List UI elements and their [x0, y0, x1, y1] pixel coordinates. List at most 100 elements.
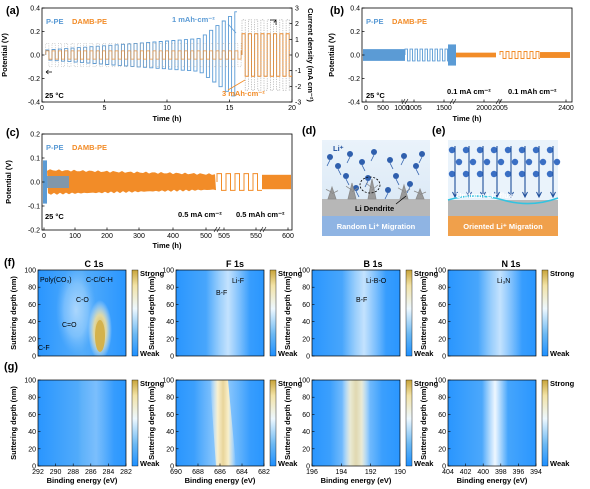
series-b-ppe-line — [404, 48, 448, 62]
lattice-node-1-1 — [469, 158, 477, 166]
heatmap-f-3: 0 20 40 60 80 100 Suttering depth (nm) Strong We… — [419, 268, 575, 361]
series-c-ppe-overlay — [47, 176, 69, 188]
heatmap-f-3-band — [478, 270, 522, 356]
heatmap-g-1-colorbar-weak: Weak — [278, 459, 298, 468]
heatmap-g-3-x-tick-label: 398 — [495, 469, 507, 476]
chart-c-x-tick-label: 0 — [42, 233, 46, 240]
chart-b-y-tick-label: 0.4 — [350, 6, 360, 13]
heatmap-g-0-y-tick-label: 100 — [24, 378, 36, 385]
lattice-node-2-1 — [462, 170, 470, 178]
chart-c-y-tick-label: 0.0 — [30, 180, 40, 187]
chart-b-annot-1: 0.1 mA cm⁻² — [447, 87, 491, 96]
heatmap-g-0-y-tick-label: 80 — [28, 395, 36, 402]
heatmap-f-0-colorbar-strong: Strong — [140, 269, 165, 278]
chart-c-series — [43, 160, 291, 233]
li-ion-9 — [343, 173, 349, 179]
chart-c-xlabel: Time (h) — [152, 241, 182, 250]
heatmap-g-1-colorbar-strong: Strong — [278, 379, 303, 388]
heatmap-g-0-y-tick-label: 40 — [28, 429, 36, 436]
heatmap-g-2-x-tick-label: 192 — [365, 469, 377, 476]
chart-a-legend-ppe: P-PE — [46, 17, 64, 26]
heatmap-f-3-y-tick-label: 60 — [438, 302, 446, 309]
heatmap-f-1-body — [176, 270, 264, 356]
chart-a-y2-tick-label: -3 — [295, 100, 301, 107]
panel-label-a: (a) — [6, 5, 20, 17]
chart-c-y-tick-label: 0.1 — [30, 156, 40, 163]
heatmap-g-0-y-tick-label: 60 — [28, 412, 36, 419]
axis-break-c-0 — [213, 226, 221, 233]
heatmap-g-1-ylabel: Suttering depth (nm) — [147, 386, 156, 460]
heatmap-g-0-band — [78, 380, 114, 466]
chart-a-y2-tick-label: -1 — [295, 68, 301, 75]
lattice-node-1-4 — [511, 158, 519, 166]
series-c-damb-end — [262, 174, 291, 190]
arrow-a-1mah — [227, 23, 237, 34]
chart-c-temp: 25 °C — [45, 212, 64, 221]
heatmap-g-0-colorbar-strong: Strong — [140, 379, 165, 388]
heatmap-f-1-y-tick-label: 60 — [166, 302, 174, 309]
schematic-e-caption: Oriented Li⁺ Migration — [463, 222, 543, 231]
chart-a-temp: 25 °C — [45, 91, 64, 100]
heatmap-g-0-body — [38, 380, 126, 466]
chart-c-legend-ppe: P-PE — [46, 143, 64, 152]
peak-c1s-ceo: C=O — [62, 322, 77, 329]
li-ion-tail-7 — [415, 168, 420, 176]
li-ion-tail-5 — [389, 162, 394, 170]
li-ion-12 — [407, 181, 413, 187]
chart-b-annot-2: 0.1 mAh cm⁻² — [508, 87, 557, 96]
heatmap-f-3-y-tick-label: 0 — [442, 354, 446, 361]
heatmap-f-3-colorbar — [541, 269, 549, 357]
li-ion-0 — [327, 154, 333, 160]
li-ion-tail-1 — [337, 168, 342, 176]
heatmap-f-0-y-tick-label: 20 — [28, 336, 36, 343]
heatmap-f-1-frame — [175, 269, 265, 357]
panel-label-g: (g) — [4, 361, 18, 373]
heatmap-g-0-x-tick-label: 292 — [32, 469, 44, 476]
series-a-current-trace — [241, 19, 292, 91]
heatmap-f-2-y-tick-label: 80 — [302, 285, 310, 292]
heatmap-g-2: 0 20 40 60 80 100 Suttering depth (nm) 196 194 19… — [283, 378, 439, 486]
chart-a-y2-tick-label: 0 — [295, 53, 299, 60]
arrow-a-right — [270, 19, 277, 25]
series-c-damb-line — [216, 173, 262, 191]
chart-b-x-tick-label: 500 — [377, 105, 389, 112]
series-a-current-trace-1 — [45, 43, 242, 68]
schematic-d-lithium-layer — [322, 199, 430, 216]
li-ion-tail-11 — [395, 178, 400, 186]
series-b-damb-dense — [456, 52, 496, 58]
chart-b-series — [363, 44, 570, 105]
chart-b-xlabel: Time (h) — [452, 114, 482, 123]
heatmap-f-0-y-tick-label: 100 — [24, 268, 36, 275]
lattice-node-0-4 — [504, 146, 512, 154]
heatmap-f-2-y-tick-label: 100 — [298, 268, 310, 275]
heatmap-g-1-colorbar — [269, 379, 277, 467]
heatmap-g-1-y-tick-label: 0 — [170, 464, 174, 471]
heatmap-g-0-x-tick-label: 288 — [67, 469, 79, 476]
chart-a-series — [45, 11, 292, 97]
lattice-node-2-2 — [476, 170, 484, 178]
flux-arrowhead-6 — [536, 191, 542, 199]
heatmap-g-1-y-tick-label: 80 — [166, 395, 174, 402]
heatmap-g-2-colorbar-strong: Strong — [414, 379, 439, 388]
li-ion-13 — [353, 185, 359, 191]
heatmap-f-1-ylabel: Suttering depth (nm) — [147, 276, 156, 350]
chart-a-y2-tick-label: 1 — [295, 37, 299, 44]
heatmap-g-1-y-tick-label: 20 — [166, 446, 174, 453]
chart-a-y2-tick-label: -2 — [295, 84, 301, 91]
heatmap-f-0-colorbar — [131, 269, 139, 357]
heatmap-g-1-xlabel: Binding energy (eV) — [185, 476, 256, 485]
schematic-d-caption-bar — [322, 216, 430, 236]
li-ion-8 — [419, 151, 425, 157]
lattice-node-1-7 — [553, 158, 561, 166]
heatmap-g-3-colorbar-weak: Weak — [550, 459, 570, 468]
li-ion-14 — [385, 187, 391, 193]
heatmap-g-0-x-tick-label: 290 — [50, 469, 62, 476]
heatmap-g-1: 0 20 40 60 80 100 Suttering depth (nm) 690 688 68… — [147, 378, 303, 486]
li-ion-4 — [371, 149, 377, 155]
chart-c-x-tick-label: 400 — [167, 233, 179, 240]
lattice-node-0-2 — [476, 146, 484, 154]
